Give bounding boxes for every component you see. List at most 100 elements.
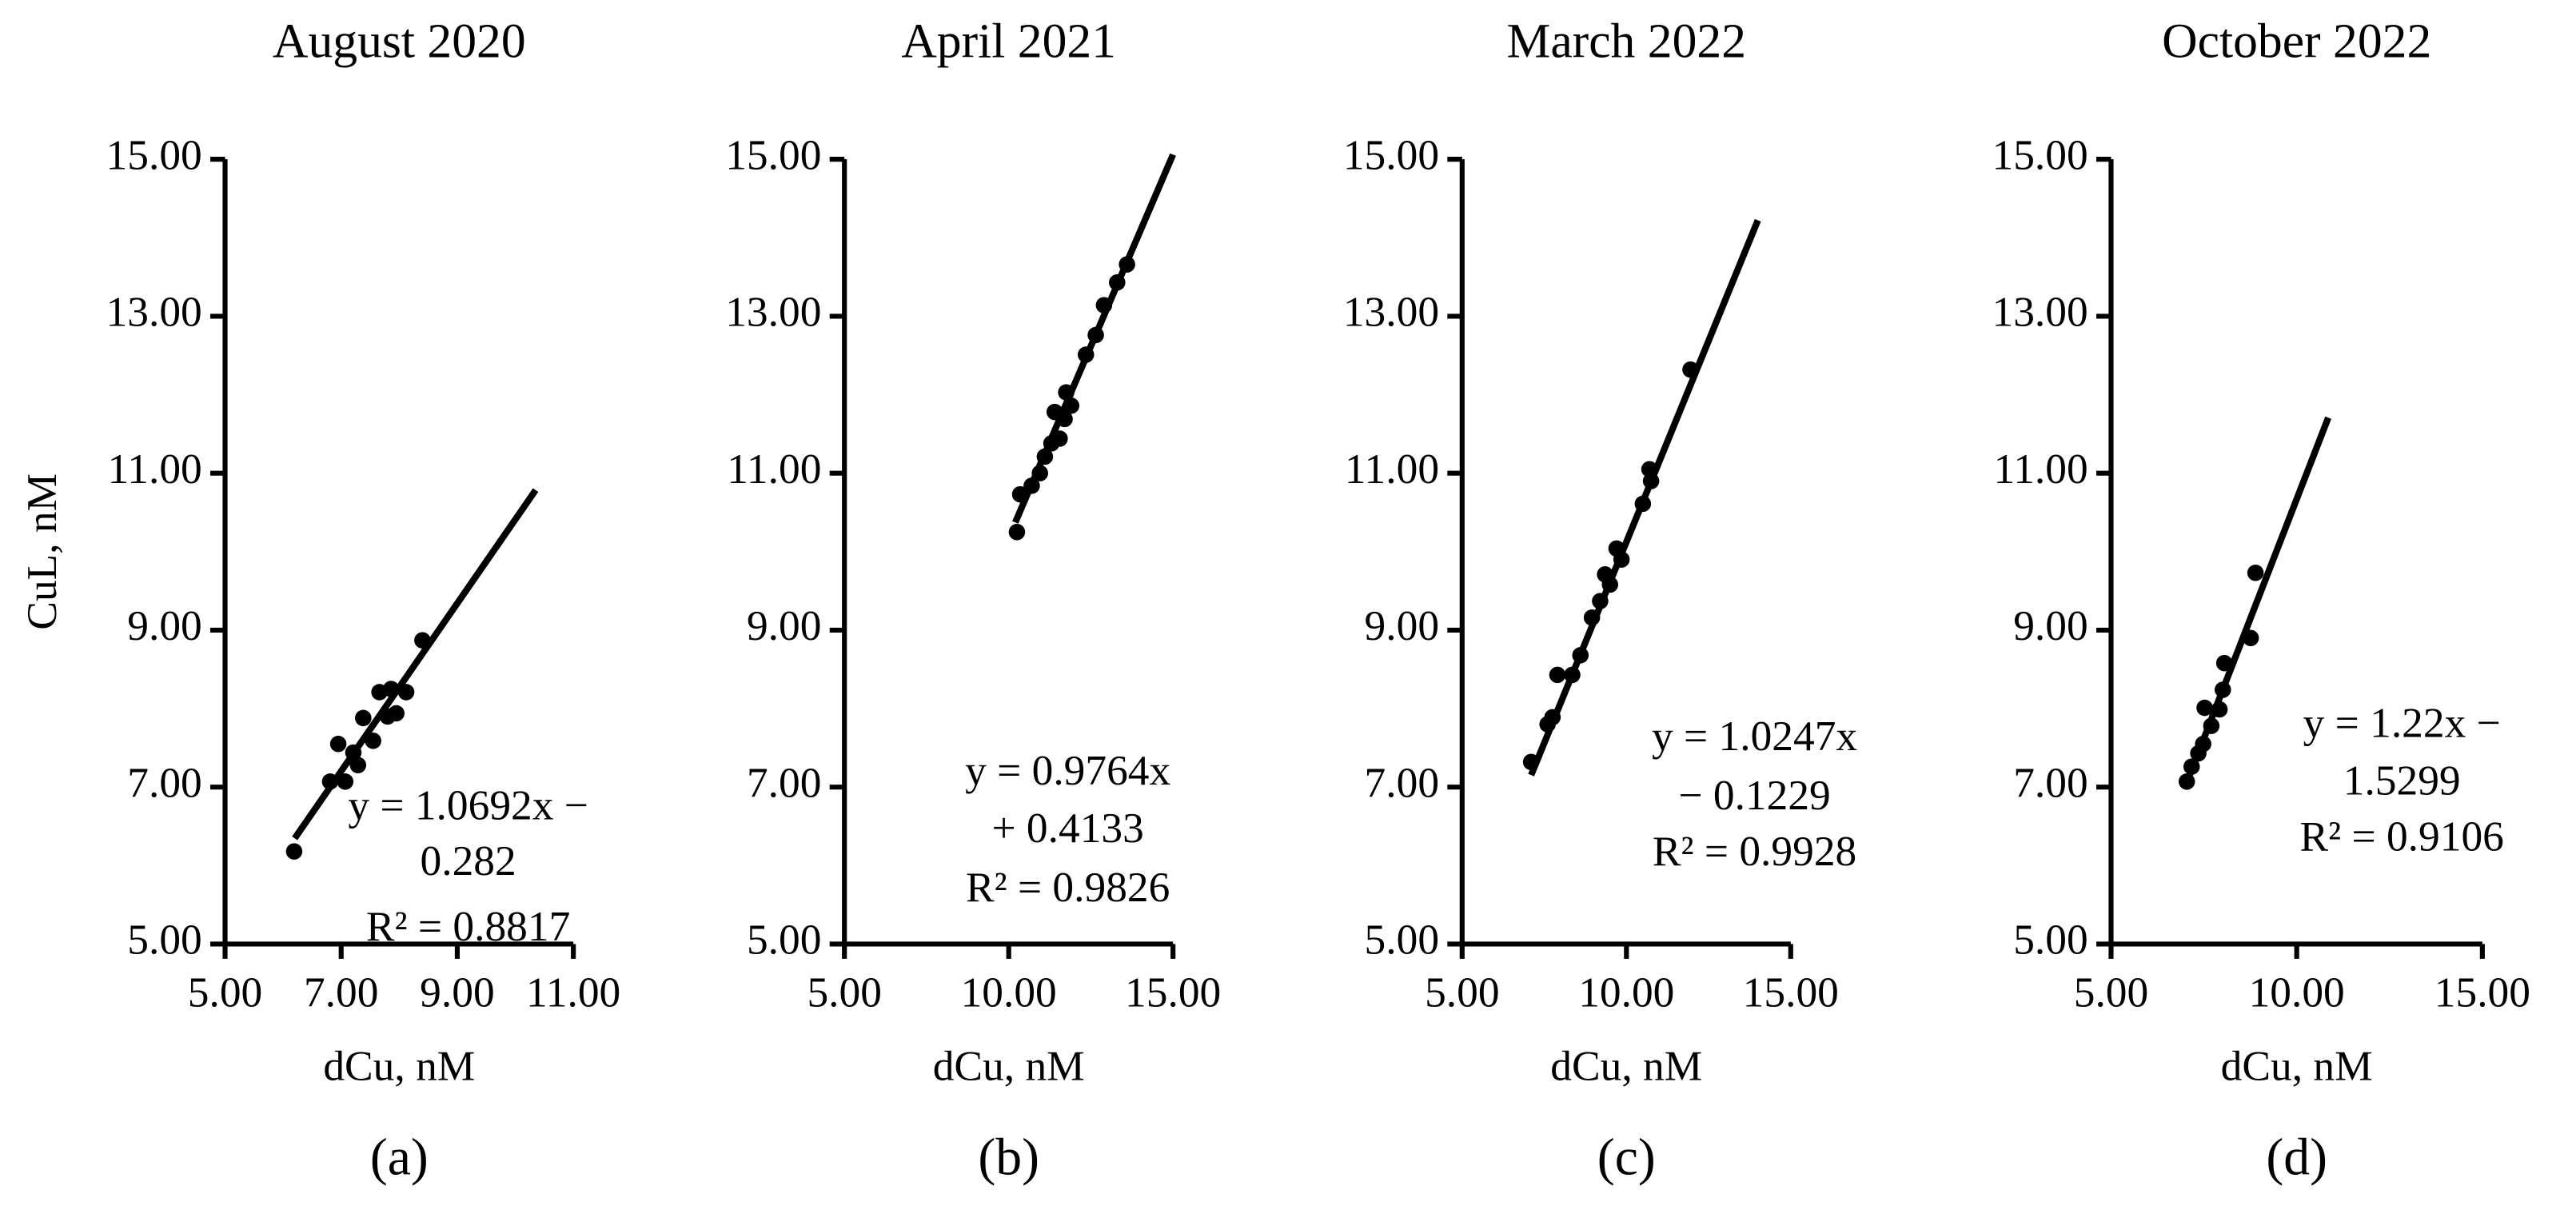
y-tick-label: 9.00 — [747, 601, 821, 649]
data-point — [382, 681, 400, 697]
data-point — [1011, 485, 1029, 503]
y-tick-label: 13.00 — [1343, 288, 1439, 336]
data-point — [2214, 681, 2231, 698]
data-point — [1572, 647, 1589, 664]
panel-label: (c) — [1597, 1128, 1656, 1187]
data-point — [1522, 753, 1540, 771]
data-point — [355, 709, 372, 727]
data-point — [1564, 666, 1581, 684]
trendline-equation: R² = 0.9826 — [966, 863, 1170, 911]
data-point — [285, 843, 303, 860]
data-point — [2215, 654, 2233, 672]
x-axis-label: dCu, nM — [1550, 1042, 1702, 1090]
data-point — [2203, 717, 2220, 734]
data-point — [1077, 346, 1095, 363]
y-tick-label: 7.00 — [1365, 758, 1439, 806]
y-tick-label: 5.00 — [127, 916, 201, 964]
y-tick-label: 11.00 — [727, 445, 821, 493]
data-point — [2242, 629, 2259, 646]
data-point — [329, 735, 347, 753]
data-point — [1051, 430, 1068, 447]
x-axis-label: dCu, nM — [933, 1042, 1085, 1090]
y-tick-label: 15.00 — [1992, 130, 2088, 178]
data-point — [1613, 551, 1630, 568]
x-tick-label: 15.00 — [2434, 968, 2530, 1016]
chart-title: August 2020 — [273, 14, 526, 69]
data-point — [1544, 709, 1561, 726]
data-point — [2178, 773, 2195, 790]
x-tick-label: 10.00 — [2249, 968, 2345, 1016]
y-tick-label: 5.00 — [747, 916, 821, 964]
y-tick-label: 15.00 — [106, 130, 202, 178]
data-point — [414, 632, 431, 649]
chart-title: October 2022 — [2162, 14, 2431, 69]
trendline-equation: y = 1.0692x − — [348, 781, 588, 829]
x-axis-label: dCu, nM — [323, 1042, 475, 1090]
panel-label: (a) — [370, 1128, 429, 1187]
data-point — [1023, 477, 1040, 494]
y-tick-label: 9.00 — [2013, 601, 2088, 649]
y-tick-label: 7.00 — [127, 758, 201, 806]
trendline-equation: 1.5299 — [2343, 757, 2461, 805]
y-tick-label: 9.00 — [1365, 601, 1439, 649]
y-tick-label: 11.00 — [1993, 445, 2088, 493]
y-tick-label: 11.00 — [1345, 445, 1439, 493]
data-point — [1008, 523, 1026, 541]
x-tick-label: 9.00 — [420, 968, 494, 1016]
trendline-equation: y = 1.0247x — [1652, 712, 1857, 760]
data-point — [1036, 448, 1054, 465]
x-tick-label: 5.00 — [188, 968, 262, 1016]
data-point — [1601, 576, 1619, 593]
panel-label: (b) — [978, 1128, 1039, 1187]
y-tick-label: 5.00 — [2013, 916, 2088, 964]
trendline-equation: R² = 0.9106 — [2300, 812, 2504, 860]
trendline-equation: R² = 0.8817 — [366, 902, 570, 950]
data-point — [1095, 297, 1113, 313]
x-tick-label: 15.00 — [1125, 968, 1221, 1016]
x-tick-label: 10.00 — [1578, 968, 1674, 1016]
y-tick-label: 9.00 — [127, 601, 201, 649]
trendline-equation: − 0.1229 — [1678, 771, 1830, 819]
data-point — [1592, 593, 1609, 609]
y-tick-label: 15.00 — [725, 130, 821, 178]
x-tick-label: 11.00 — [526, 968, 620, 1016]
y-tick-label: 13.00 — [1992, 288, 2088, 336]
y-tick-label: 15.00 — [1343, 130, 1439, 178]
y-tick-label: 11.00 — [108, 445, 202, 493]
data-point — [337, 773, 354, 790]
data-point — [1583, 609, 1601, 626]
x-tick-label: 5.00 — [807, 968, 881, 1016]
data-point — [321, 773, 339, 790]
y-tick-label: 13.00 — [106, 288, 202, 336]
data-point — [2183, 758, 2200, 775]
data-point — [1119, 256, 1135, 273]
data-point — [2211, 701, 2228, 718]
data-point — [1109, 274, 1126, 291]
data-point — [349, 757, 367, 773]
y-tick-label: 7.00 — [2013, 758, 2088, 806]
trendline-equation: y = 0.9764x — [965, 746, 1170, 794]
x-tick-label: 10.00 — [961, 968, 1057, 1016]
data-point — [345, 744, 362, 761]
y-tick-label: 5.00 — [1365, 916, 1439, 964]
x-tick-label: 15.00 — [1743, 968, 1839, 1016]
y-axis-label: CuL, nM — [18, 473, 66, 630]
trendline-equation: R² = 0.9928 — [1653, 827, 1856, 875]
data-point — [1087, 326, 1104, 344]
data-point — [397, 684, 415, 701]
data-point — [1031, 465, 1048, 481]
trendline-equation: y = 1.22x − — [2303, 699, 2501, 747]
chart-title: April 2021 — [901, 14, 1116, 69]
data-point — [1682, 361, 1699, 378]
x-tick-label: 7.00 — [304, 968, 378, 1016]
data-point — [1549, 666, 1566, 684]
data-point — [1642, 473, 1660, 489]
data-point — [365, 733, 381, 749]
panel-label: (d) — [2266, 1128, 2327, 1187]
trendline-equation: + 0.4133 — [991, 804, 1143, 852]
data-point — [1063, 397, 1080, 414]
y-tick-label: 7.00 — [747, 758, 821, 806]
data-point — [1634, 495, 1652, 513]
